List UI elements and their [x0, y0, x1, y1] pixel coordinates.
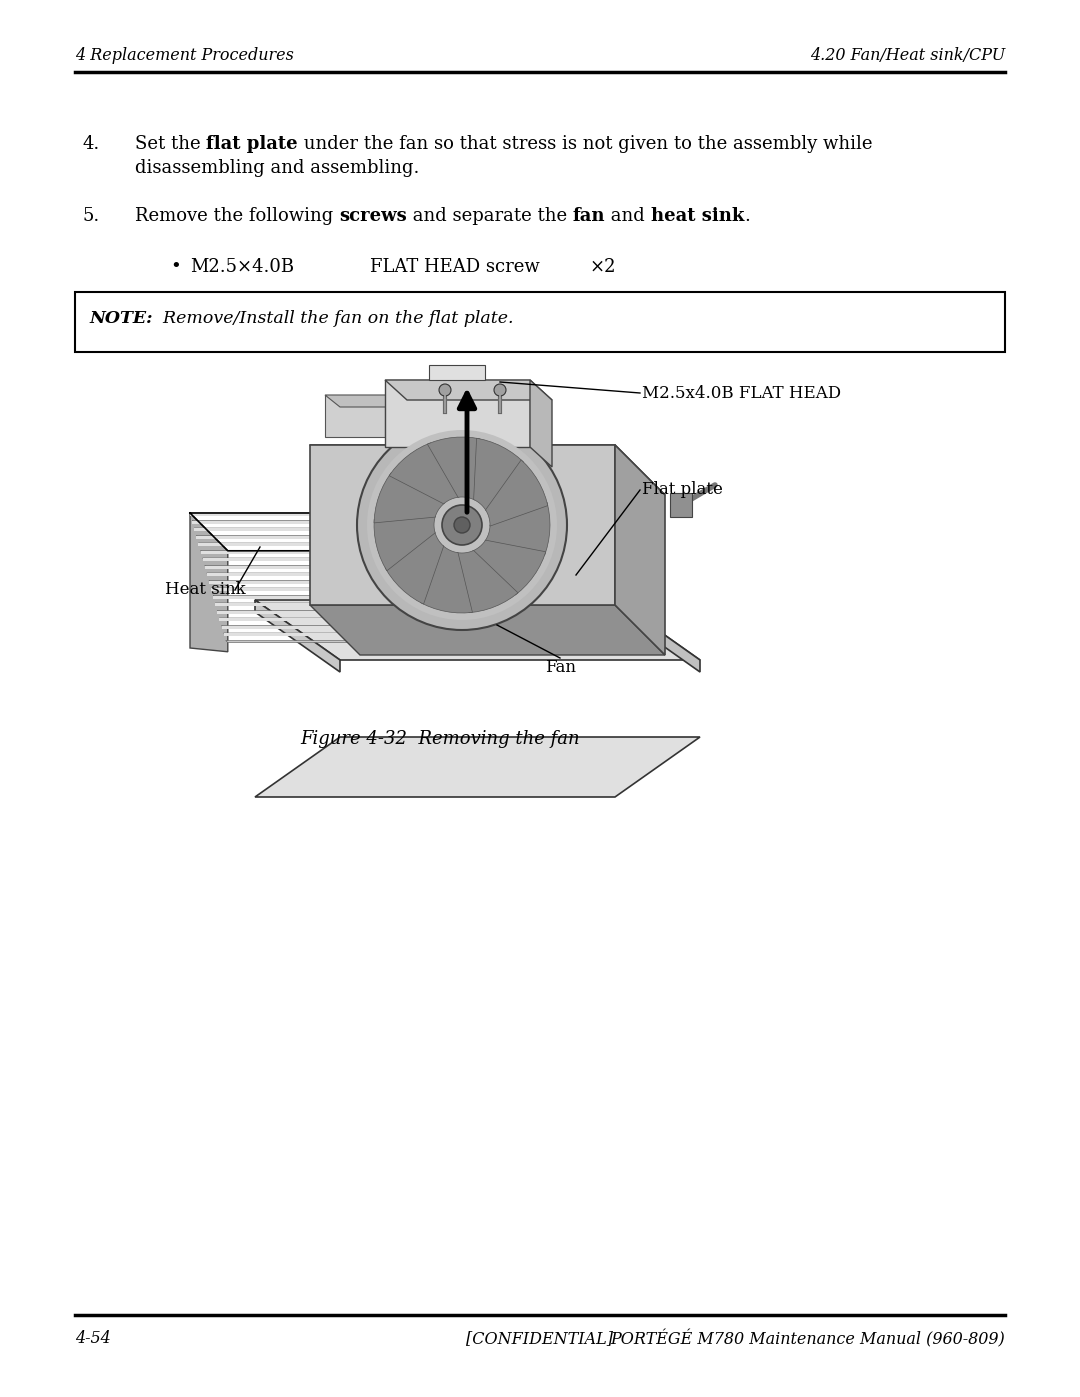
Polygon shape — [221, 626, 414, 627]
Circle shape — [367, 430, 557, 620]
Polygon shape — [486, 460, 548, 527]
Polygon shape — [208, 581, 399, 584]
Text: •: • — [170, 258, 180, 277]
Polygon shape — [389, 443, 459, 504]
Polygon shape — [197, 535, 387, 538]
Polygon shape — [194, 528, 387, 529]
Polygon shape — [201, 550, 393, 553]
Polygon shape — [215, 604, 407, 605]
Text: 4 Replacement Procedures: 4 Replacement Procedures — [75, 47, 294, 64]
Circle shape — [494, 384, 507, 395]
Text: and: and — [605, 207, 650, 225]
Polygon shape — [325, 395, 384, 437]
Polygon shape — [192, 521, 382, 524]
Text: .: . — [744, 207, 750, 225]
Polygon shape — [190, 513, 380, 515]
Circle shape — [454, 517, 470, 534]
Text: M2.5x4.0B FLAT HEAD: M2.5x4.0B FLAT HEAD — [642, 384, 841, 401]
Polygon shape — [615, 446, 665, 655]
Text: 5.: 5. — [83, 207, 100, 225]
Text: and separate the: and separate the — [407, 207, 572, 225]
Polygon shape — [219, 617, 411, 620]
Polygon shape — [457, 550, 518, 613]
Text: Remove/Install the fan on the flat plate.: Remove/Install the fan on the flat plate… — [152, 310, 514, 327]
Polygon shape — [199, 543, 389, 546]
Polygon shape — [199, 543, 391, 545]
Text: flat plate: flat plate — [206, 136, 298, 154]
Polygon shape — [217, 610, 407, 613]
Polygon shape — [206, 573, 399, 576]
Text: Set the: Set the — [135, 136, 206, 154]
Polygon shape — [420, 545, 472, 613]
Polygon shape — [203, 557, 394, 560]
Circle shape — [442, 504, 482, 545]
Polygon shape — [310, 446, 615, 605]
Polygon shape — [384, 380, 530, 447]
Polygon shape — [325, 395, 400, 407]
Polygon shape — [224, 633, 416, 636]
Text: [CONFIDENTIAL]: [CONFIDENTIAL] — [467, 1330, 613, 1347]
Polygon shape — [221, 626, 411, 629]
Polygon shape — [474, 439, 524, 511]
Polygon shape — [670, 493, 692, 517]
Text: M2.5×4.0B: M2.5×4.0B — [190, 258, 294, 277]
Polygon shape — [205, 566, 394, 569]
Polygon shape — [203, 557, 393, 562]
Circle shape — [438, 384, 451, 395]
Text: NOTE:: NOTE: — [89, 310, 152, 327]
Text: 4.: 4. — [83, 136, 100, 154]
Polygon shape — [255, 599, 340, 672]
Circle shape — [357, 420, 567, 630]
Polygon shape — [428, 437, 480, 500]
Polygon shape — [255, 738, 700, 798]
Text: Remove the following: Remove the following — [135, 207, 339, 225]
Polygon shape — [213, 595, 405, 598]
Text: under the fan so that stress is not given to the assembly while: under the fan so that stress is not give… — [298, 136, 873, 154]
Polygon shape — [384, 380, 552, 400]
Text: fan: fan — [572, 207, 605, 225]
Text: Heat sink: Heat sink — [165, 581, 245, 598]
Polygon shape — [429, 365, 485, 380]
Polygon shape — [374, 472, 445, 522]
Bar — [75, 292, 1005, 352]
Text: Flat plate: Flat plate — [642, 482, 723, 499]
Polygon shape — [194, 528, 384, 531]
Polygon shape — [208, 581, 401, 583]
Polygon shape — [255, 599, 700, 659]
Polygon shape — [206, 573, 396, 576]
Polygon shape — [473, 541, 545, 595]
Polygon shape — [226, 640, 418, 643]
Text: ×2: ×2 — [590, 258, 617, 277]
Polygon shape — [224, 633, 414, 636]
Polygon shape — [310, 605, 665, 655]
Polygon shape — [190, 513, 382, 515]
Polygon shape — [213, 595, 403, 598]
Polygon shape — [190, 513, 228, 652]
Polygon shape — [374, 515, 435, 571]
Polygon shape — [201, 550, 391, 553]
Text: screws: screws — [339, 207, 407, 225]
Text: Figure 4-32  Removing the fan: Figure 4-32 Removing the fan — [300, 731, 580, 747]
Polygon shape — [215, 604, 405, 606]
Text: 4-54: 4-54 — [75, 1330, 111, 1347]
Polygon shape — [217, 610, 409, 613]
Polygon shape — [192, 521, 384, 522]
Polygon shape — [310, 446, 665, 495]
Polygon shape — [530, 380, 552, 467]
Text: disassembling and assembling.: disassembling and assembling. — [135, 159, 419, 177]
Polygon shape — [219, 617, 409, 622]
Text: Fan: Fan — [545, 659, 576, 676]
Text: FLAT HEAD screw: FLAT HEAD screw — [370, 258, 540, 277]
Polygon shape — [211, 588, 401, 591]
Polygon shape — [615, 599, 700, 672]
Polygon shape — [211, 588, 403, 590]
Text: 4.20 Fan/Heat sink/CPU: 4.20 Fan/Heat sink/CPU — [810, 47, 1005, 64]
Polygon shape — [205, 566, 396, 567]
Text: heat sink: heat sink — [650, 207, 744, 225]
Polygon shape — [386, 532, 444, 604]
Polygon shape — [485, 503, 550, 555]
Polygon shape — [197, 535, 389, 538]
Text: PORTÉGÉ M780 Maintenance Manual (960-809): PORTÉGÉ M780 Maintenance Manual (960-809… — [610, 1330, 1005, 1348]
